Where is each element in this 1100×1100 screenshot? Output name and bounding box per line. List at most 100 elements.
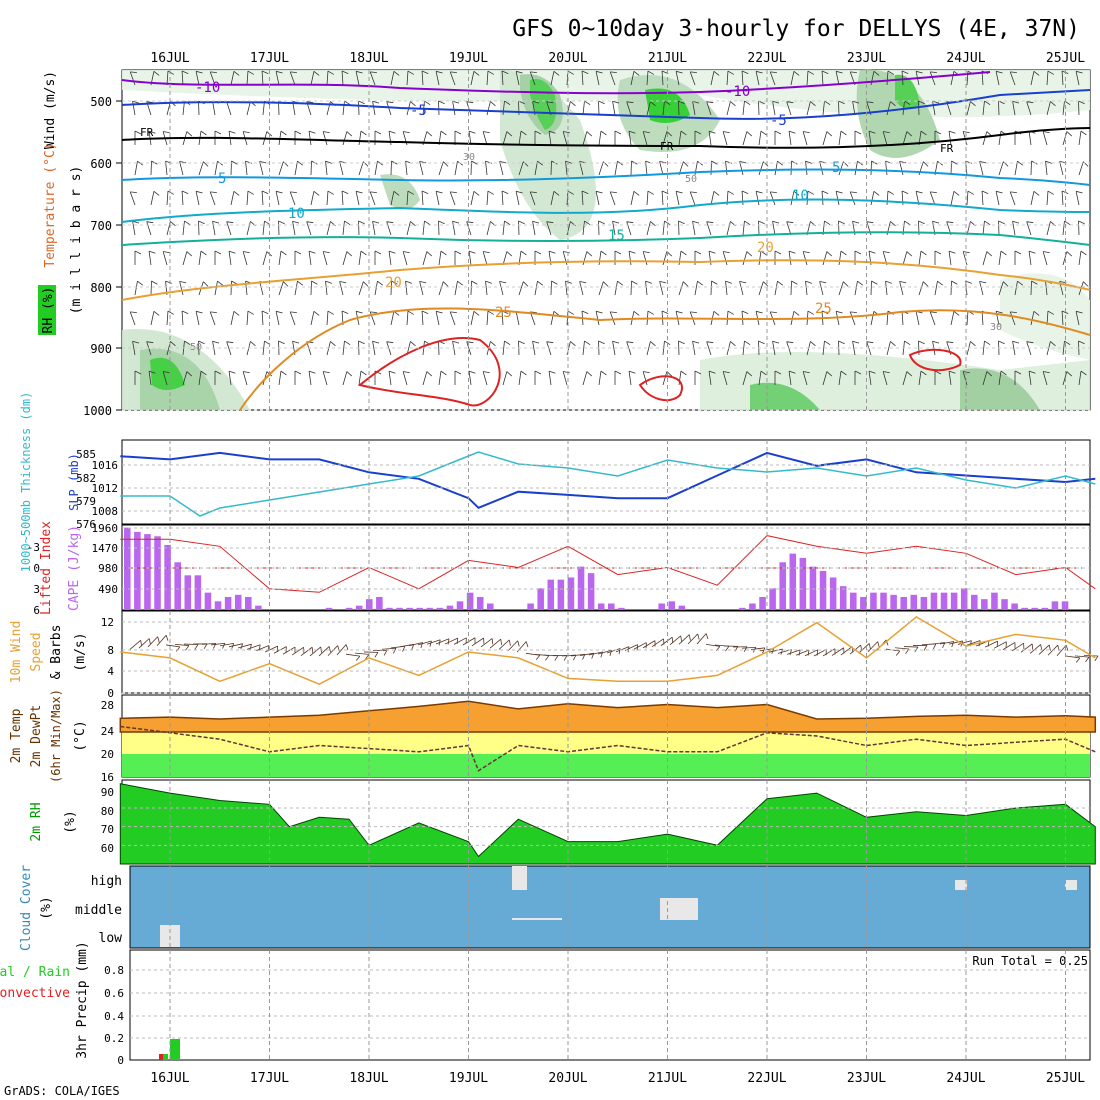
y-tick-label: 20: [101, 748, 114, 761]
10m-wind-barbs: [129, 633, 1099, 663]
wind-ylabel-3: & Barbs: [49, 625, 64, 680]
contour-30-red-1: [357, 337, 501, 407]
cape-bar: [396, 607, 403, 610]
date-label-bottom: 18JUL: [349, 1071, 388, 1086]
temp-ylabel-2: 2m DewPt: [29, 705, 44, 768]
temp-area: [119, 700, 1097, 733]
y-tick-label: 579: [76, 495, 96, 508]
temp-ylabel-1: 2m Temp: [9, 708, 24, 763]
contour-20: [121, 259, 1091, 301]
cape-bar: [547, 579, 555, 610]
cape-bar: [466, 592, 474, 610]
date-label-top: 21JUL: [648, 51, 687, 66]
cape-bar: [910, 594, 918, 610]
y-tick-label: 60: [101, 842, 114, 855]
y-tick-label: 1000: [83, 404, 112, 418]
contour-30-red-3: [908, 348, 962, 372]
y-tick-label: 8: [107, 644, 114, 657]
cloud-y-ticks: high middle low: [75, 874, 122, 946]
cape-bar: [608, 603, 615, 610]
run-total: Run Total = 0.25: [972, 954, 1088, 968]
precip-y-ticks: 0.8 0.6 0.4 0.2 0: [104, 964, 124, 1067]
wind-ylabel-units: (m/s): [73, 632, 88, 671]
cape-bar: [214, 601, 222, 610]
date-label-top: 18JUL: [349, 51, 388, 66]
contour-label: 25: [815, 301, 832, 317]
date-label-bottom: 16JUL: [150, 1071, 189, 1086]
wind-ylabel-1: 10m Wind: [9, 621, 24, 684]
cloud-panel: high middle low Cloud Cover (%): [19, 865, 1091, 951]
cape-bar: [940, 592, 948, 610]
date-label-top: 25JUL: [1046, 51, 1085, 66]
date-label-top: 19JUL: [449, 51, 488, 66]
cape-bar: [476, 596, 484, 610]
precip-ylabel-1: tal / Rain: [0, 965, 70, 980]
y-tick-label: 900: [90, 342, 112, 356]
cape-bar: [345, 607, 353, 610]
precip-ylabel-2: Convective: [0, 986, 70, 1001]
cloud-ylabel-1: Cloud Cover: [19, 865, 34, 951]
cape-bar: [870, 592, 877, 610]
dewpoint-line: [120, 725, 1096, 772]
cape-bar: [769, 588, 776, 610]
cape-bar: [971, 594, 978, 610]
wind-y-ticks: 12 8 4 0: [101, 616, 1090, 700]
cape-bar: [577, 566, 585, 610]
date-label-top: 23JUL: [847, 51, 886, 66]
y-tick-label: 0.4: [104, 1010, 124, 1023]
y-tick-label: 1008: [92, 505, 119, 518]
contour-label: FR: [660, 140, 674, 153]
upper-ylabel-wind: Wind (m/s): [43, 71, 58, 149]
contour-minus10: [121, 71, 991, 95]
y-tick-label: 600: [90, 157, 112, 171]
cape-bar: [426, 607, 434, 610]
wind-ylabel-2: Speed: [29, 632, 44, 671]
rh-bands: [122, 807, 1090, 846]
cape-bar: [618, 607, 625, 610]
y-tick-label: -3: [27, 541, 40, 554]
contour-label: 20: [385, 275, 402, 291]
cape-bar: [920, 596, 928, 610]
cape-bar: [234, 594, 242, 610]
y-tick-label: 80: [101, 805, 114, 818]
cape-bar: [890, 594, 897, 610]
date-label-bottom: 22JUL: [747, 1071, 786, 1086]
contour-label: 15: [608, 228, 625, 244]
cape-bar: [739, 607, 746, 610]
cape-bar: [1021, 607, 1028, 610]
contour-label: FR: [940, 142, 954, 155]
cape-bar: [154, 536, 161, 610]
y-tick-label: 0.6: [104, 987, 124, 1000]
rh-y-ticks: 90 80 70 60: [101, 786, 114, 855]
cape-bar: [537, 588, 544, 610]
lifted-index-line: [120, 535, 1096, 593]
cape-bar: [456, 601, 464, 610]
y-tick-label: 700: [90, 219, 112, 233]
y-tick-label: 800: [90, 281, 112, 295]
date-label-top: 24JUL: [946, 51, 985, 66]
precip-panel: 0.8 0.6 0.4 0.2 0 Run Total = 0.25 tal / Rai…: [0, 941, 1091, 1067]
date-label-top: 22JUL: [747, 51, 786, 66]
contour-label: 5: [832, 160, 840, 176]
temp-ylabel-3: (6hr Min/Max): [49, 689, 63, 783]
date-gridlines: [169, 70, 1066, 1060]
cape-bar: [416, 607, 423, 610]
date-label-bottom: 25JUL: [1046, 1071, 1085, 1086]
y-tick-label: 490: [98, 583, 118, 596]
cape-bar: [124, 527, 131, 610]
cape-bar: [991, 592, 998, 610]
cape-bar: [829, 577, 837, 610]
y-tick-label: 1016: [92, 459, 119, 472]
cape-bar: [749, 603, 756, 610]
thickness-ylabel-right: SLP (mb): [67, 453, 81, 511]
thickness-y-ticks: 585 582 579 576 1016 1012 1008: [76, 448, 1090, 531]
cape-bar: [487, 603, 494, 610]
contour-25: [239, 307, 1091, 411]
temp-ylabel-units: (°C): [73, 720, 88, 751]
contour-label: 30: [990, 322, 1002, 333]
cape-bar: [880, 592, 887, 610]
y-tick-label: 980: [98, 562, 118, 575]
cape-bar: [355, 605, 363, 610]
